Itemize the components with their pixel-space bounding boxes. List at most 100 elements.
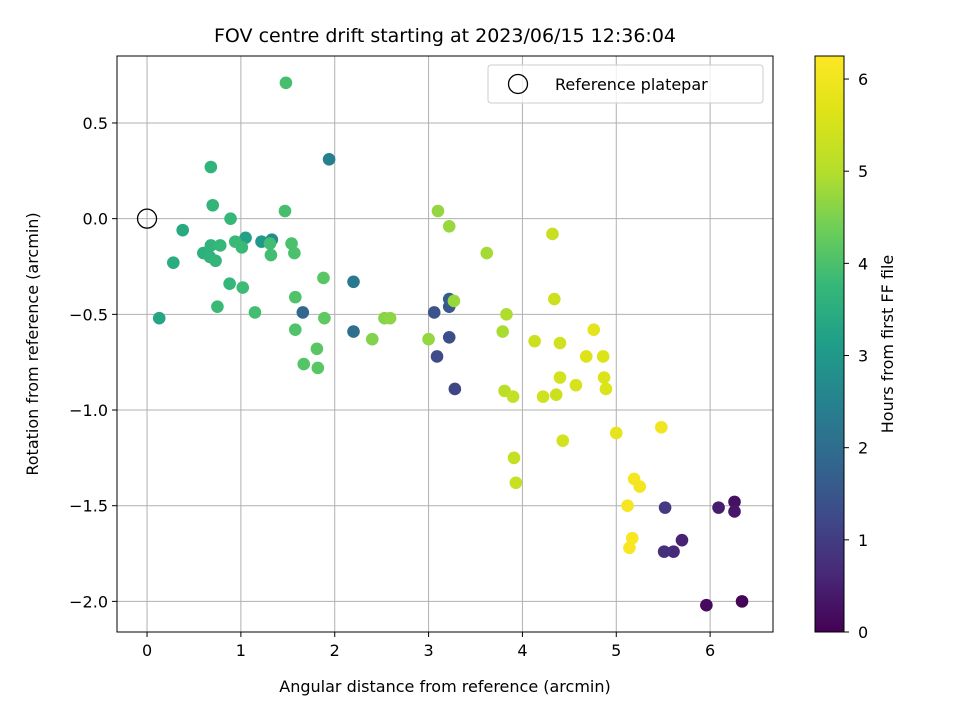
colorbar-tick-label: 5 (858, 162, 868, 181)
data-point (235, 241, 249, 254)
data-point (289, 323, 302, 336)
x-tick-label: 1 (236, 641, 246, 660)
data-point (675, 533, 689, 547)
y-tick-label: −0.5 (69, 305, 108, 324)
colorbar-tick-label: 2 (858, 439, 868, 458)
data-point (597, 371, 611, 384)
data-point (553, 336, 567, 350)
y-tick-label: 0.5 (83, 114, 108, 133)
data-point (548, 292, 561, 306)
x-tick-label: 6 (705, 641, 715, 660)
y-axis-ticks: 0.5 0.0 −0.5 −1.0 −1.5 −2.0 (69, 114, 117, 611)
legend-box (487, 64, 764, 104)
x-axis-ticks: 0 1 2 3 4 5 6 (142, 632, 715, 660)
y-tick-label: 0.0 (83, 210, 108, 229)
legend: Reference platepar (487, 64, 764, 104)
data-point (317, 271, 330, 285)
y-tick-label: −1.5 (69, 497, 108, 516)
x-tick-label: 4 (517, 641, 527, 660)
data-point (311, 361, 325, 375)
data-point (224, 212, 237, 225)
x-axis-label: Angular distance from reference (arcmin) (279, 677, 610, 696)
data-point (596, 350, 610, 363)
x-tick-label: 5 (611, 641, 621, 660)
colorbar-tick-label: 6 (858, 70, 868, 89)
data-point (655, 420, 668, 434)
colorbar-tick-label: 4 (858, 254, 868, 273)
data-point (285, 237, 298, 250)
data-point (204, 239, 218, 252)
reference-marker-layer (136, 208, 158, 229)
data-point (430, 350, 444, 363)
data-point (728, 505, 741, 518)
data-point (264, 248, 278, 262)
data-point (383, 311, 397, 325)
data-point (536, 390, 550, 403)
data-point (176, 223, 189, 237)
data-point (431, 204, 445, 218)
data-point (658, 501, 672, 514)
data-point (442, 331, 456, 344)
data-point (236, 281, 250, 294)
data-point (263, 237, 277, 250)
data-point (528, 334, 541, 348)
data-point (546, 227, 559, 241)
data-point (447, 294, 461, 308)
data-point (427, 306, 441, 319)
data-point (712, 501, 725, 514)
colorbar-tick-label: 0 (858, 623, 868, 642)
data-point (322, 153, 336, 166)
x-tick-label: 3 (423, 641, 433, 660)
data-points (152, 76, 749, 612)
colorbar-tick-label: 1 (858, 531, 868, 550)
data-point (553, 371, 567, 384)
plot-frame (116, 55, 774, 633)
data-point (422, 332, 435, 346)
data-point (735, 595, 749, 608)
colorbar-tick-label: 3 (858, 347, 868, 366)
y-tick-label: −2.0 (69, 592, 108, 611)
data-point (318, 311, 331, 325)
data-point (609, 426, 623, 440)
data-point (206, 198, 220, 212)
data-point (700, 598, 713, 612)
data-point (204, 160, 218, 174)
data-point (569, 378, 583, 392)
data-point (167, 256, 180, 269)
data-point (279, 76, 293, 90)
data-point (248, 306, 262, 319)
data-point (209, 254, 222, 268)
data-point (347, 325, 360, 338)
y-axis-label: Rotation from reference (arcmin) (23, 212, 42, 475)
data-point (213, 239, 227, 252)
reference-marker (136, 208, 158, 229)
data-point (310, 342, 324, 356)
data-point (288, 246, 301, 260)
data-point (289, 290, 302, 304)
data-point (587, 323, 601, 336)
data-point (506, 390, 520, 403)
data-point (365, 332, 379, 346)
x-tick-label: 0 (142, 641, 152, 660)
data-point (239, 231, 252, 245)
data-point (556, 434, 570, 447)
data-point (278, 204, 292, 218)
data-point (500, 308, 513, 321)
data-point (480, 246, 494, 260)
data-point (728, 495, 741, 509)
data-point (623, 541, 636, 555)
y-tick-label: −1.0 (69, 401, 108, 420)
data-point (211, 300, 224, 313)
legend-label: Reference platepar (555, 75, 708, 94)
data-point (347, 275, 360, 289)
chart-title: FOV centre drift starting at 2023/06/15 … (214, 25, 676, 47)
data-point (549, 388, 563, 402)
data-point (152, 311, 166, 325)
data-point (223, 277, 236, 291)
legend-marker-icon (507, 73, 529, 95)
data-point (633, 480, 647, 493)
data-point (507, 451, 521, 465)
colorbar-ticks: 0 1 2 3 4 5 6 (844, 70, 868, 642)
data-point (621, 499, 634, 513)
